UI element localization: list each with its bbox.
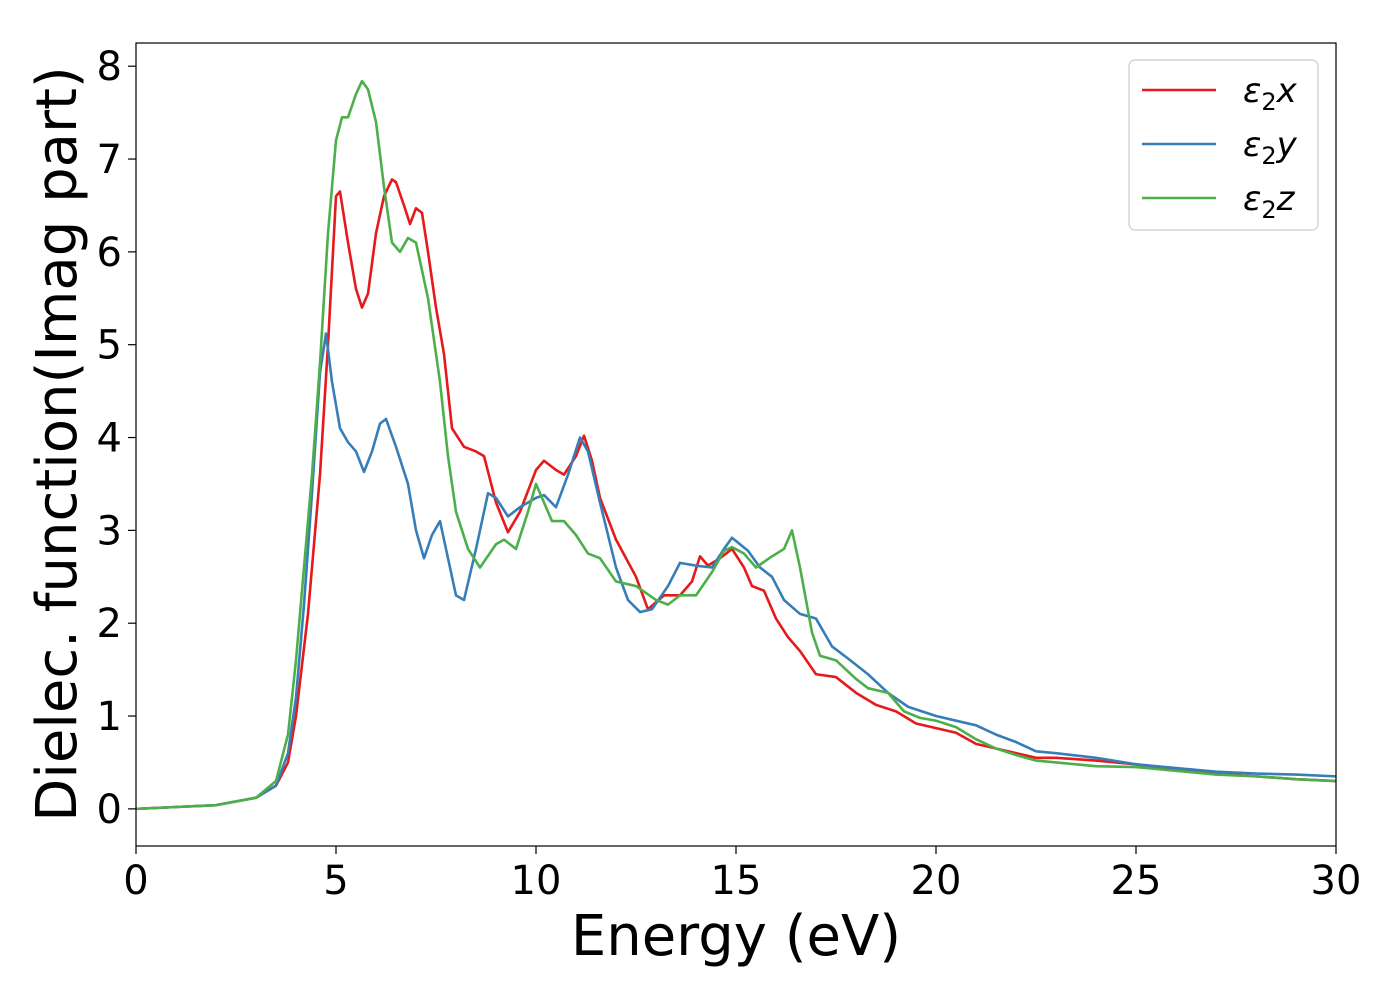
- x-tick-label: 0: [123, 858, 148, 904]
- y-tick-label: 7: [97, 137, 122, 183]
- x-tick-label: 5: [323, 858, 348, 904]
- y-axis-title: Dielec. function(Imag part): [25, 66, 90, 822]
- y-tick-label: 1: [97, 694, 122, 740]
- y-tick-label: 4: [97, 416, 122, 462]
- series-line-x: [135, 178, 1337, 811]
- y-tick-label: 5: [97, 323, 122, 369]
- y-tick-label: 0: [97, 787, 122, 833]
- x-tick-label: 25: [1111, 858, 1162, 904]
- y-tick-label: 6: [97, 230, 122, 276]
- y-tick-label: 8: [97, 44, 122, 90]
- series-line-y: [135, 332, 1337, 811]
- x-tick-label: 30: [1311, 858, 1362, 904]
- x-tick-label: 15: [711, 858, 762, 904]
- x-axis-title: Energy (eV): [571, 904, 901, 969]
- series-line-z: [135, 79, 1337, 811]
- legend-label-x: ε2x: [1243, 71, 1298, 116]
- y-tick-label: 3: [97, 508, 122, 554]
- x-tick-label: 10: [511, 858, 562, 904]
- legend-label-y: ε2y: [1243, 125, 1298, 170]
- legend: ε2x ε2y ε2z: [1128, 59, 1319, 231]
- series-layer: [135, 79, 1337, 811]
- legend-box: [1128, 59, 1319, 231]
- legend-label-z: ε2z: [1243, 179, 1296, 224]
- y-tick-label: 2: [97, 601, 122, 647]
- x-tick-label: 20: [911, 858, 962, 904]
- x-axis: 0 5 10 15 20 25 30: [123, 846, 1361, 904]
- y-axis: 0 1 2 3 4 5 6 7 8: [97, 44, 136, 833]
